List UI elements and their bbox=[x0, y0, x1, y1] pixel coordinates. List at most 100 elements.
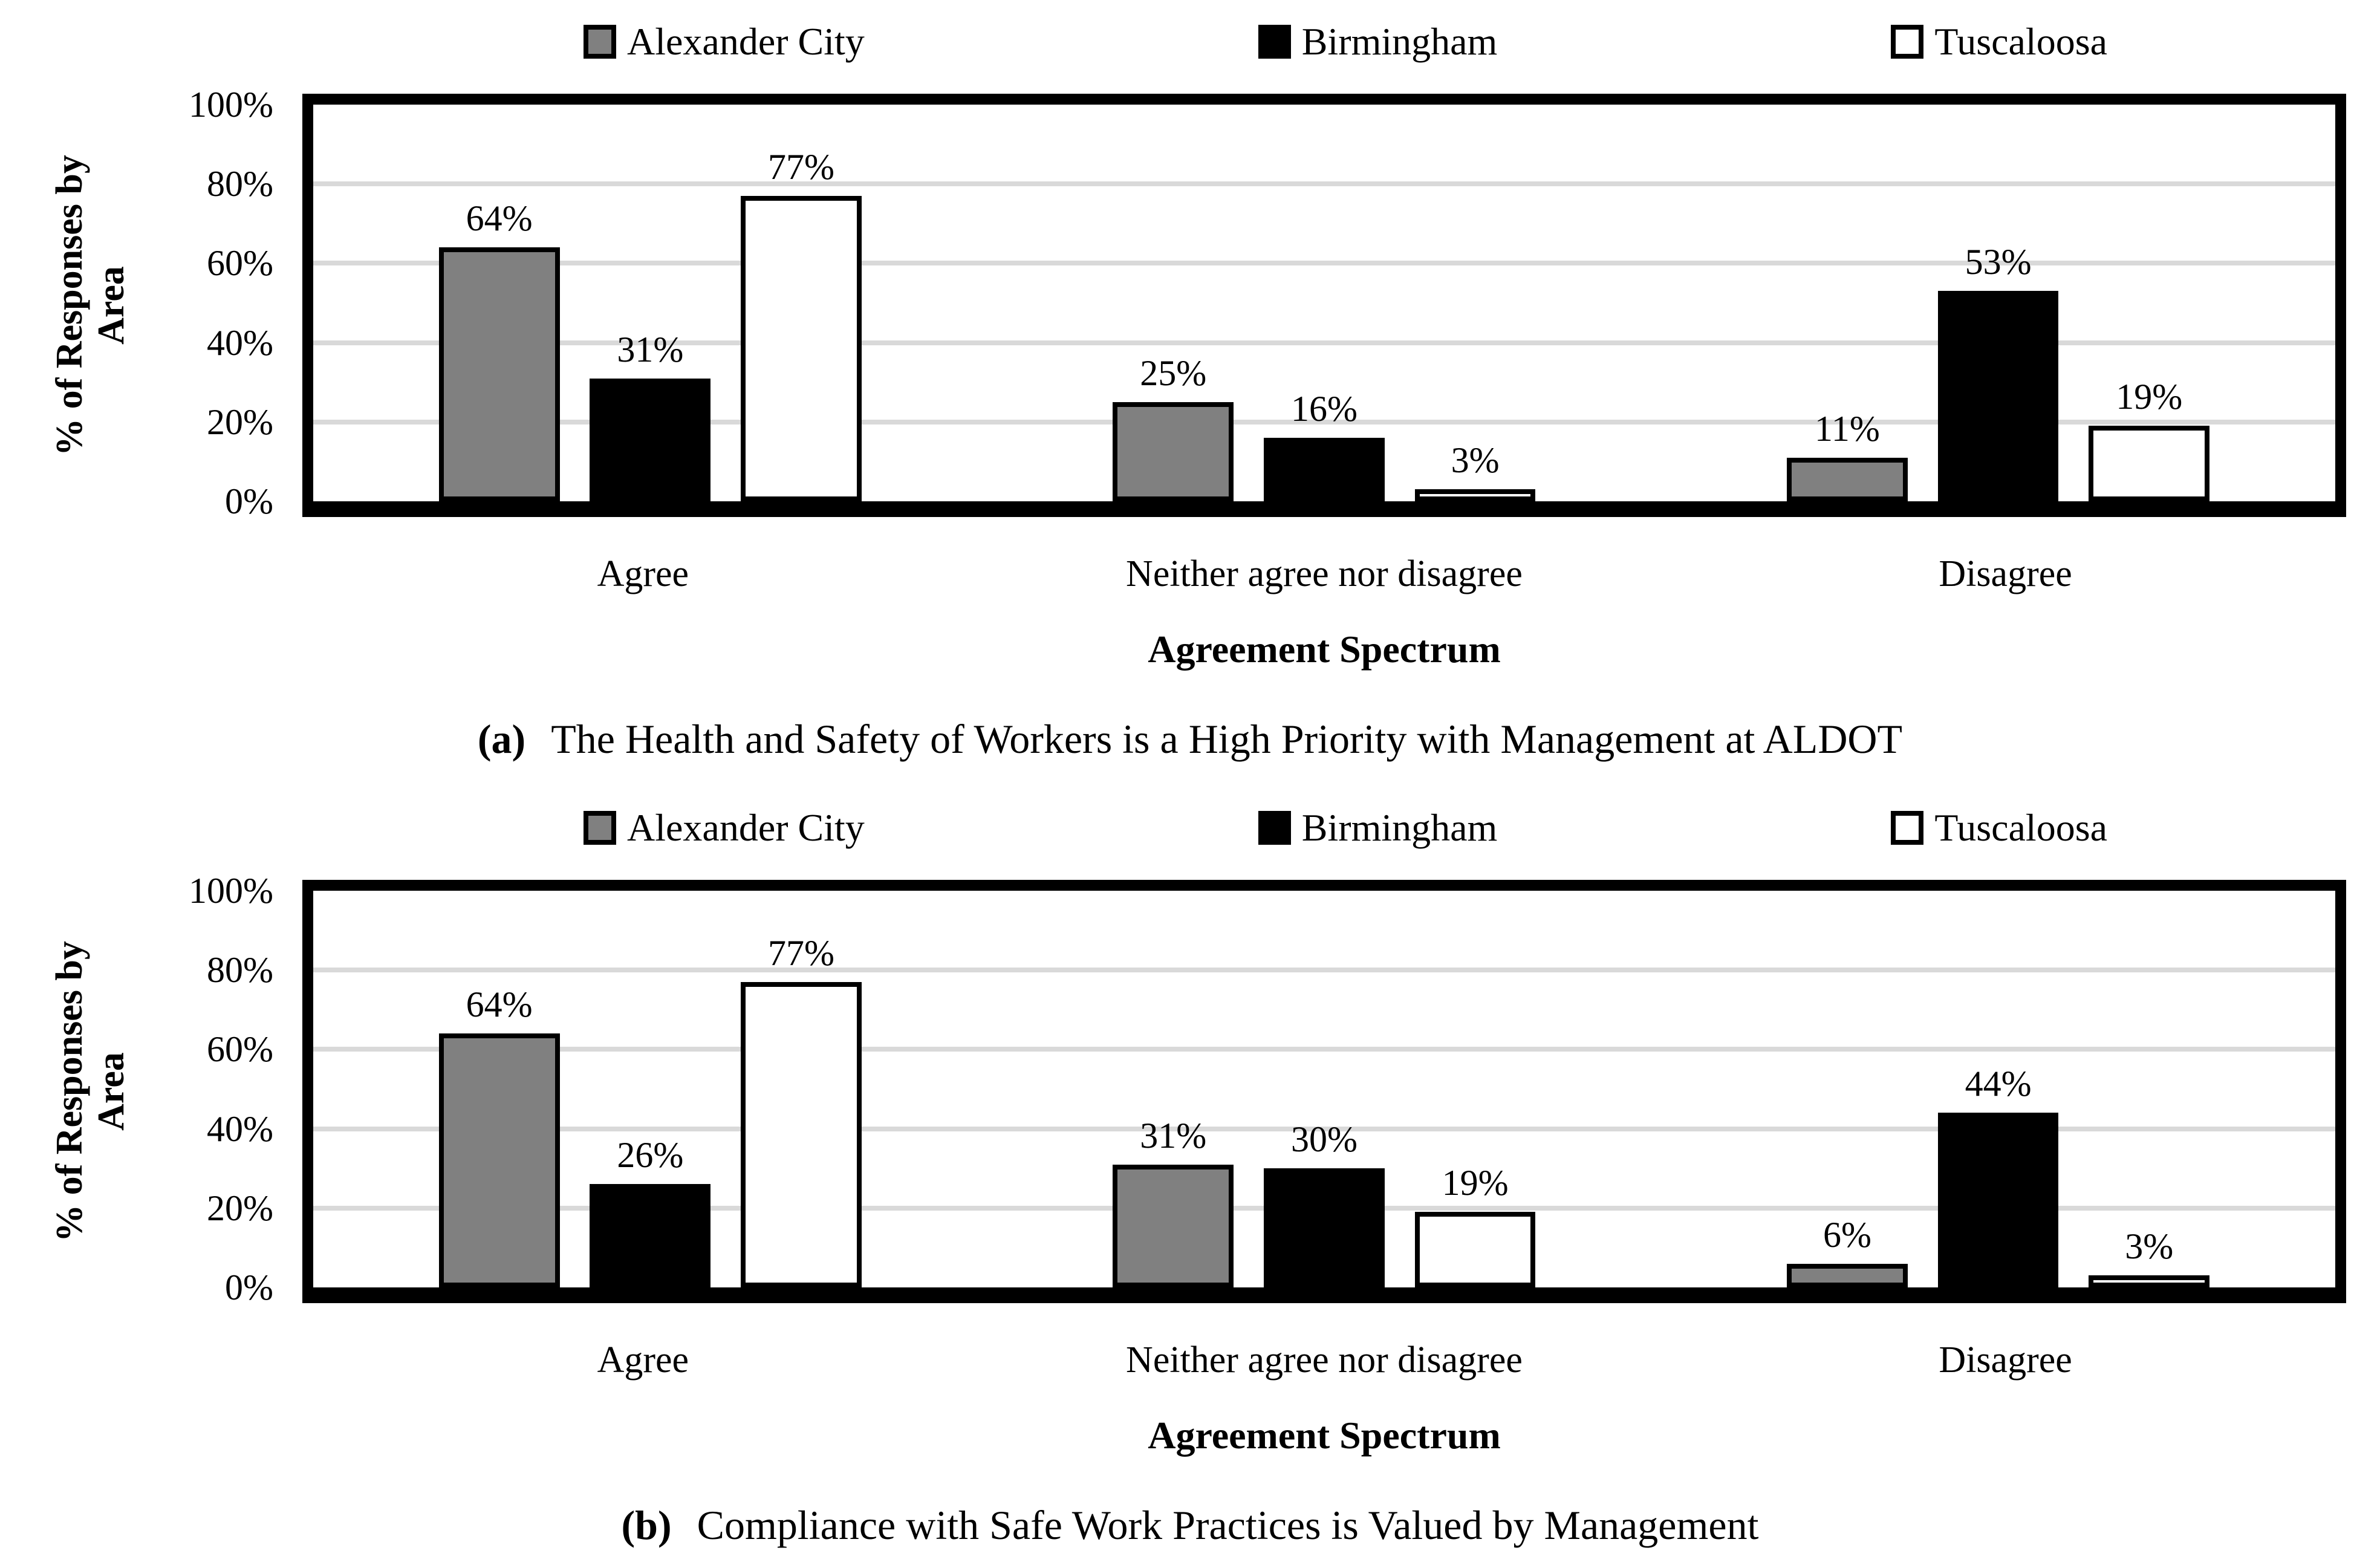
bar-value-label: 19% bbox=[1442, 1163, 1509, 1203]
bar-value-label: 31% bbox=[617, 329, 684, 369]
plot-inner: 64% 26% 77% 31% 30% 19% 6% 44% 3% bbox=[313, 891, 2335, 1287]
legend-item: Alexander City bbox=[584, 808, 865, 847]
category-label: Agree bbox=[597, 1339, 689, 1381]
x-axis-title: Agreement Spectrum bbox=[1148, 1414, 1501, 1457]
legend-label: Tuscaloosa bbox=[1934, 20, 2107, 63]
bar bbox=[1264, 438, 1385, 501]
figure-panel: Alexander City Birmingham Tuscaloosa % of … bbox=[0, 786, 2380, 1568]
bar bbox=[1937, 291, 2059, 501]
category-label: Agree bbox=[597, 553, 689, 594]
bar bbox=[438, 1033, 560, 1287]
bar bbox=[1113, 1164, 1234, 1287]
figure-caption: (b) Compliance with Safe Work Practices i… bbox=[0, 1503, 2380, 1548]
bar-cell: 19% bbox=[2073, 105, 2225, 501]
category-label: Neither agree nor disagree bbox=[1126, 1339, 1523, 1381]
bar-cell: 3% bbox=[2073, 891, 2225, 1287]
gridline bbox=[313, 1126, 2335, 1131]
plot-area: 64% 26% 77% 31% 30% 19% 6% 44% 3% bbox=[302, 880, 2346, 1303]
caption-panel-label: (a) bbox=[477, 716, 526, 762]
legend-label: Alexander City bbox=[627, 20, 865, 63]
legend-item: Alexander City bbox=[584, 22, 865, 61]
category-labels: Agree Neither agree nor disagree Disagree bbox=[302, 1339, 2346, 1381]
bar-group: 6% 44% 3% bbox=[1661, 891, 2335, 1287]
bar-group: 11% 53% 19% bbox=[1661, 105, 2335, 501]
bar-cell: 16% bbox=[1249, 105, 1400, 501]
x-axis-title: Agreement Spectrum bbox=[1148, 628, 1501, 671]
bar-value-label: 77% bbox=[767, 932, 834, 973]
bar-cell: 3% bbox=[1400, 105, 1551, 501]
bar-value-label: 3% bbox=[1451, 440, 1500, 481]
bar-value-label: 25% bbox=[1140, 353, 1207, 393]
gridline bbox=[313, 419, 2335, 425]
legend-swatch bbox=[1891, 811, 1924, 845]
legend-swatch bbox=[1258, 25, 1291, 59]
bar bbox=[590, 378, 711, 501]
y-tick-label: 40% bbox=[207, 1108, 273, 1149]
bar-cell: 77% bbox=[726, 891, 877, 1287]
y-tick-label: 0% bbox=[225, 1267, 273, 1307]
legend-item: Birmingham bbox=[1258, 20, 1498, 63]
y-tick-label: 60% bbox=[207, 243, 273, 284]
bar-value-label: 64% bbox=[466, 984, 533, 1025]
legend-swatch bbox=[584, 811, 616, 845]
bar-value-label: 6% bbox=[1822, 1214, 1871, 1255]
bar-value-label: 19% bbox=[2116, 377, 2183, 417]
bar bbox=[2089, 426, 2210, 501]
legend: Alexander City Birmingham Tuscaloosa bbox=[584, 8, 2107, 75]
bar bbox=[2089, 1275, 2210, 1287]
bar-value-label: 3% bbox=[2125, 1226, 2174, 1267]
legend-label: Birmingham bbox=[1301, 806, 1498, 849]
legend-item: Tuscaloosa bbox=[1891, 22, 2107, 61]
gridline bbox=[313, 261, 2335, 266]
legend-swatch bbox=[1258, 811, 1291, 845]
bar-value-label: 11% bbox=[1815, 408, 1880, 449]
bar-group: 31% 30% 19% bbox=[987, 891, 1662, 1287]
category-label: Neither agree nor disagree bbox=[1126, 553, 1523, 594]
bar-cell: 64% bbox=[424, 891, 575, 1287]
bar-cell: 26% bbox=[574, 891, 726, 1287]
figure-panel: Alexander City Birmingham Tuscaloosa % of … bbox=[0, 0, 2380, 782]
legend-swatch bbox=[1891, 25, 1924, 59]
y-axis-ticks: 0% 20% 40% 60% 80% 100% bbox=[0, 873, 273, 1306]
category-labels: Agree Neither agree nor disagree Disagree bbox=[302, 553, 2346, 594]
bar-value-label: 64% bbox=[466, 198, 533, 239]
bar-value-label: 16% bbox=[1290, 389, 1357, 429]
bar bbox=[741, 195, 862, 501]
y-tick-label: 60% bbox=[207, 1029, 273, 1070]
y-tick-label: 0% bbox=[225, 481, 273, 521]
bar-group: 25% 16% 3% bbox=[987, 105, 1662, 501]
gridline bbox=[313, 968, 2335, 973]
bar-cell: 25% bbox=[1097, 105, 1249, 501]
bar-value-label: 26% bbox=[617, 1135, 684, 1176]
y-tick-label: 20% bbox=[207, 402, 273, 442]
caption-text: Compliance with Safe Work Practices is V… bbox=[697, 1502, 1759, 1548]
bar-cell: 31% bbox=[1097, 891, 1249, 1287]
y-tick-label: 80% bbox=[207, 950, 273, 991]
legend-label: Birmingham bbox=[1301, 20, 1498, 63]
caption-text: The Health and Safety of Workers is a Hi… bbox=[551, 716, 1903, 762]
legend-item: Birmingham bbox=[1258, 806, 1498, 849]
legend-label: Alexander City bbox=[627, 806, 865, 849]
y-tick-label: 20% bbox=[207, 1188, 273, 1228]
bar-cell: 30% bbox=[1249, 891, 1400, 1287]
bar bbox=[438, 247, 560, 501]
gridline bbox=[313, 340, 2335, 345]
bar-cell: 19% bbox=[1400, 891, 1551, 1287]
bar bbox=[741, 981, 862, 1287]
bar-cell: 6% bbox=[1772, 891, 1923, 1287]
y-tick-label: 100% bbox=[189, 85, 273, 125]
bar bbox=[1787, 457, 1908, 501]
bar-cell: 77% bbox=[726, 105, 877, 501]
y-tick-label: 100% bbox=[189, 871, 273, 911]
plot-inner: 64% 31% 77% 25% 16% 3% 11% 53% 19% bbox=[313, 105, 2335, 501]
bar bbox=[1264, 1168, 1385, 1287]
y-tick-label: 40% bbox=[207, 322, 273, 363]
gridline bbox=[313, 1047, 2335, 1052]
bar bbox=[590, 1184, 711, 1287]
y-tick-label: 80% bbox=[207, 164, 273, 204]
bar-group: 64% 31% 77% bbox=[313, 105, 987, 501]
bar bbox=[1113, 402, 1234, 501]
bar-value-label: 53% bbox=[1965, 242, 2032, 282]
legend-item: Tuscaloosa bbox=[1891, 808, 2107, 847]
